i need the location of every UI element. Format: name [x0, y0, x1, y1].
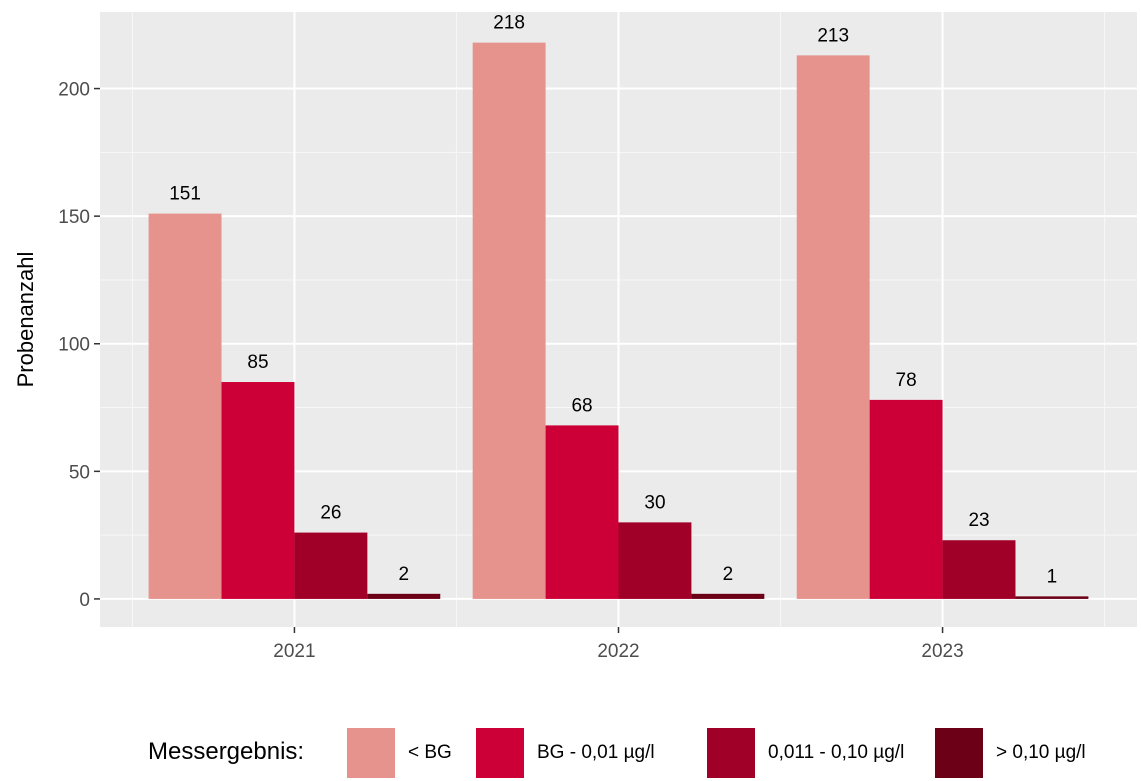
- data-label: 151: [169, 184, 201, 205]
- data-label: 30: [644, 492, 665, 513]
- bars: [148, 42, 1089, 599]
- legend-key: [347, 728, 395, 778]
- y-tick-label: 50: [69, 462, 90, 483]
- bar: [294, 532, 368, 599]
- legend-label: > 0,10 µg/l: [996, 742, 1086, 763]
- legend-title: Messergebnis:: [148, 738, 304, 765]
- y-axis: 0 50 100 150 200: [58, 80, 100, 611]
- y-tick-label: 150: [58, 207, 90, 228]
- data-labels: 151 218 213 85 68 78 26 30 23 2 2 1: [169, 13, 1057, 588]
- data-label: 1: [1047, 566, 1058, 587]
- x-tick-label: 2023: [921, 641, 963, 662]
- legend-label: 0,011 - 0,10 µg/l: [768, 742, 904, 763]
- data-label: 218: [493, 13, 525, 34]
- data-label: 78: [896, 370, 917, 391]
- legend-key: [707, 728, 755, 778]
- data-label: 68: [571, 395, 592, 416]
- y-tick-label: 0: [79, 590, 90, 611]
- data-label: 213: [817, 25, 849, 46]
- bar: [869, 399, 943, 599]
- legend-key: [476, 728, 524, 778]
- x-axis: 2021 2022 2023: [273, 627, 964, 662]
- legend-label: < BG: [408, 742, 452, 763]
- data-label: 85: [247, 352, 268, 373]
- y-axis-title: Probenanzahl: [13, 252, 38, 388]
- data-label: 2: [723, 564, 734, 585]
- bar: [221, 382, 295, 599]
- y-tick-label: 200: [58, 80, 90, 101]
- legend-key: [935, 728, 983, 778]
- data-label: 2: [399, 564, 410, 585]
- bar: [618, 522, 692, 599]
- x-tick-label: 2022: [597, 641, 639, 662]
- bar: [1015, 596, 1089, 599]
- legend-label: BG - 0,01 µg/l: [537, 742, 655, 763]
- bar: [148, 213, 222, 599]
- bar: [691, 593, 765, 599]
- legend: Messergebnis: < BG BG - 0,01 µg/l 0,011 - …: [148, 728, 1086, 778]
- data-label: 26: [320, 503, 341, 524]
- bar: [545, 425, 619, 599]
- data-label: 23: [968, 510, 989, 531]
- y-tick-label: 100: [58, 335, 90, 356]
- bar: [472, 42, 546, 599]
- bar: [367, 593, 441, 599]
- x-tick-label: 2021: [273, 641, 315, 662]
- bar: [796, 55, 870, 599]
- bar: [942, 540, 1016, 599]
